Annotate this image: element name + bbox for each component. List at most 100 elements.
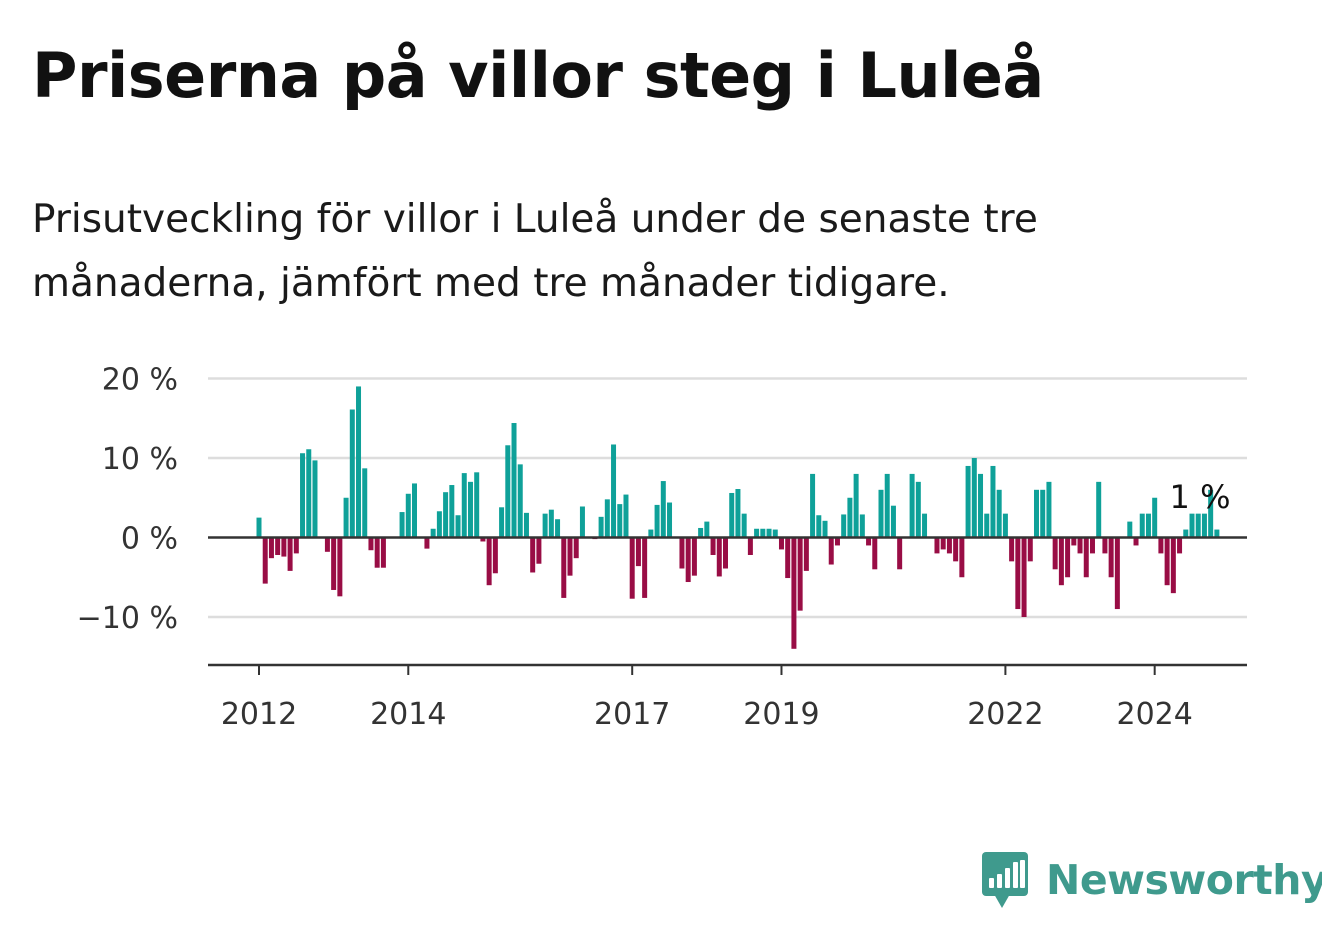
bar [555,519,561,538]
x-tick-label: 2014 [370,697,446,732]
y-tick-label: 0 % [121,522,178,557]
bar [293,537,299,554]
bar [1201,513,1207,538]
bar [847,497,853,538]
bar [791,537,797,649]
bar [1002,513,1008,538]
bar [691,537,697,576]
bar [1164,537,1170,586]
bar [1102,537,1108,554]
x-tick-label: 2017 [594,697,670,732]
bar [511,423,517,538]
bar [990,465,996,538]
chart-subtitle: Prisutveckling för villor i Luleå under … [32,197,1038,306]
bar [797,537,803,611]
bar [611,444,617,538]
bar [667,502,673,538]
bar [803,537,809,571]
bar [424,537,430,549]
bar [1040,489,1046,538]
bar [492,537,498,574]
bar [785,537,791,579]
bar [480,537,486,542]
x-tick-label: 2019 [743,697,819,732]
x-tick-label: 2012 [221,697,297,732]
bar [449,485,455,538]
bar [959,537,965,578]
bar [1183,529,1189,538]
bar [866,537,872,546]
bar [1177,537,1183,554]
bar [368,537,374,551]
bar [349,409,355,538]
bar [1133,537,1139,546]
bar [1034,489,1039,538]
bar [1046,481,1052,538]
bar [331,537,337,590]
bar [1127,521,1133,538]
bar [1108,537,1114,578]
bar [1145,513,1151,538]
bar [698,527,704,538]
bar [810,473,816,538]
brand-name: Newsworthy [1046,856,1322,904]
bar [660,481,666,538]
bar [1195,513,1201,538]
bar [704,521,710,538]
bar [486,537,492,586]
bar [884,473,890,538]
bar [1089,537,1095,554]
bar [878,489,884,538]
bar [1015,537,1021,610]
bar [617,504,623,538]
bar [362,468,368,538]
bar [754,528,760,538]
bar [1208,489,1214,538]
bar [567,537,573,576]
bar [648,529,654,538]
bar [287,537,293,571]
bar [262,537,268,584]
bar [467,481,473,538]
bar [598,516,604,538]
bar [374,537,380,568]
bar [629,537,635,599]
bar [1170,537,1176,594]
bar [654,504,660,538]
bar [306,449,312,538]
bar [573,537,579,559]
bar [399,512,405,538]
bar [604,499,610,538]
latest-value-label: 1 % [1170,478,1231,516]
bar [828,537,834,565]
bar [1083,537,1089,578]
bar [256,517,262,538]
bar [635,537,641,567]
bar [841,514,847,538]
bar [1158,537,1164,554]
bar [872,537,878,570]
bar [1009,537,1015,562]
bar [859,514,865,538]
newsworthy-logo-icon [982,852,1028,908]
bar [760,528,766,538]
bar [542,513,548,538]
bar [909,473,915,538]
bar [1096,481,1102,538]
bar [461,473,467,538]
bar [530,537,536,573]
bar [940,537,946,550]
x-tick-label: 2024 [1117,697,1193,732]
bar [971,458,977,538]
bar [1058,537,1064,586]
x-tick-label: 2022 [967,697,1043,732]
bar [356,386,362,538]
bar [579,506,585,538]
bar [984,513,990,538]
bar [741,513,747,538]
bar [816,515,822,538]
bar [455,515,461,538]
bar [1189,513,1195,538]
bar [517,464,523,538]
